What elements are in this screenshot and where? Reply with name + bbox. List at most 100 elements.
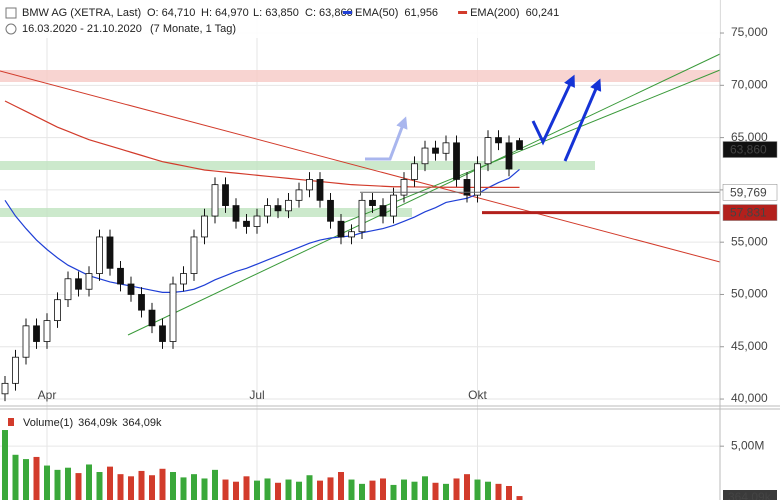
volume-bar bbox=[474, 479, 481, 500]
volume-bar bbox=[75, 473, 82, 500]
y-tick-label: 45,000 bbox=[731, 339, 768, 353]
icon bbox=[5, 7, 17, 19]
y-tick-label: 50,000 bbox=[731, 287, 768, 301]
candle-body bbox=[432, 147, 439, 154]
volume-bar bbox=[506, 486, 512, 500]
price-tag bbox=[723, 490, 777, 500]
volume-bar bbox=[170, 472, 176, 500]
period: 16.03.2020 - 21.10.2020 bbox=[22, 23, 142, 35]
legend-label: Volume(1) bbox=[23, 417, 73, 429]
legend-value: 61,956 bbox=[404, 7, 438, 19]
volume-bar bbox=[275, 482, 281, 500]
volume-bar bbox=[285, 479, 292, 500]
candle-body bbox=[306, 179, 313, 191]
volume-bar bbox=[443, 483, 449, 500]
volume-bar bbox=[33, 456, 40, 500]
candle-body bbox=[190, 236, 198, 274]
candle-body bbox=[495, 137, 502, 144]
volume-bar bbox=[380, 478, 386, 500]
candle-body bbox=[411, 163, 418, 180]
ema-line bbox=[4, 100, 520, 188]
legend-value: 364,09k bbox=[78, 417, 118, 429]
grid bbox=[0, 0, 720, 500]
uptrend-line bbox=[127, 53, 721, 336]
candle-body bbox=[33, 325, 40, 342]
legend-label: EMA(50) bbox=[355, 7, 398, 19]
volume-bar bbox=[317, 480, 323, 500]
volume-bar bbox=[191, 474, 197, 500]
volume-bar bbox=[296, 481, 302, 500]
volume-bar bbox=[159, 468, 166, 500]
legend-value: 364,09k bbox=[122, 417, 162, 429]
candle-body bbox=[400, 179, 408, 196]
candle-body bbox=[369, 199, 376, 206]
candle-body bbox=[243, 220, 250, 227]
candle-body bbox=[337, 220, 345, 238]
candle-body bbox=[159, 325, 166, 342]
volume-bar bbox=[464, 474, 470, 500]
legend-swatch bbox=[8, 418, 14, 426]
plot bbox=[1, 100, 720, 500]
volume-bar bbox=[128, 476, 134, 500]
header-bg bbox=[0, 0, 720, 38]
volume-bar bbox=[107, 466, 113, 500]
candle-body bbox=[505, 142, 513, 170]
volume-bar bbox=[233, 481, 239, 500]
y-tick-label: 75,000 bbox=[731, 25, 768, 39]
volume-bar bbox=[359, 483, 365, 500]
volume-bar bbox=[422, 476, 428, 500]
candle-body bbox=[285, 199, 292, 212]
volume-bar bbox=[201, 478, 208, 500]
volume-bar bbox=[348, 479, 355, 500]
volume-bar bbox=[401, 479, 407, 500]
volume-bar bbox=[254, 480, 260, 500]
ohlc: O: 64,710 bbox=[147, 7, 195, 19]
support-zone bbox=[0, 208, 412, 217]
candle-body bbox=[232, 205, 240, 222]
candle-body bbox=[516, 140, 523, 150]
title: BMW AG (XETRA, Last) bbox=[22, 7, 141, 19]
candle-body bbox=[1, 382, 9, 395]
projection-arrow bbox=[563, 78, 602, 162]
candle-body bbox=[169, 283, 177, 342]
uptrend-line bbox=[337, 69, 721, 226]
candle-body bbox=[12, 356, 19, 384]
volume-bar bbox=[306, 475, 313, 500]
candle-body bbox=[117, 267, 124, 285]
candle-body bbox=[43, 320, 51, 342]
y-tick-label: 5,00M bbox=[731, 438, 764, 452]
volume-bar bbox=[432, 482, 439, 500]
volume-bar bbox=[12, 454, 19, 500]
legend-swatch bbox=[343, 11, 352, 14]
candle-body bbox=[253, 215, 261, 227]
candle-body bbox=[379, 205, 387, 217]
volume-bar bbox=[212, 469, 218, 500]
ohlc: H: 64,970 bbox=[201, 7, 249, 19]
volume-bar bbox=[96, 472, 103, 500]
volume-bar bbox=[453, 478, 460, 500]
candle-body bbox=[327, 199, 334, 222]
x-tick-label: Okt bbox=[468, 388, 487, 402]
volume-bar bbox=[495, 483, 502, 500]
candle-body bbox=[64, 278, 72, 301]
y-tick-label: 40,000 bbox=[731, 391, 768, 405]
ohlc: C: 63,860 bbox=[305, 7, 353, 19]
price-tag bbox=[722, 184, 778, 201]
candle-body bbox=[85, 273, 93, 290]
volume-bar bbox=[65, 467, 71, 500]
volume-bar bbox=[222, 479, 229, 500]
volume-bar bbox=[516, 496, 523, 500]
volume-bar bbox=[23, 459, 29, 500]
volume-bar bbox=[264, 478, 271, 500]
candle-body bbox=[75, 278, 82, 290]
candle-body bbox=[264, 205, 271, 217]
ohlc: L: 63,850 bbox=[253, 7, 299, 19]
y-tick-label: 55,000 bbox=[731, 234, 768, 248]
candle-body bbox=[211, 184, 219, 217]
icon bbox=[5, 23, 17, 35]
candle-body bbox=[127, 283, 135, 295]
candle-body bbox=[222, 184, 229, 206]
volume-bar bbox=[44, 465, 50, 500]
volume-bar bbox=[180, 477, 187, 500]
